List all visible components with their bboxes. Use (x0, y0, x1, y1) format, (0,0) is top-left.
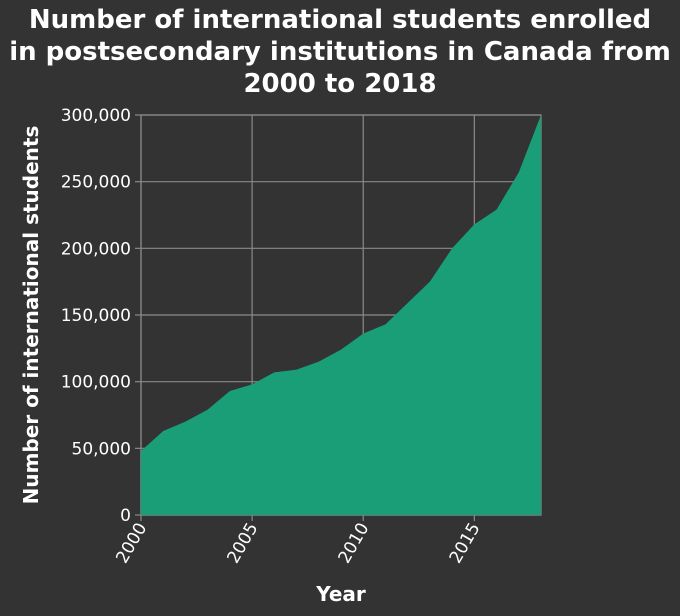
x-tick-label: 2015 (446, 520, 485, 567)
y-tick-label: 250,000 (61, 173, 131, 193)
x-axis-title: Year (315, 582, 366, 606)
y-axis-title: Number of international students (19, 126, 43, 505)
chart-title-line-3: 2000 to 2018 (243, 69, 437, 99)
y-tick-label: 0 (120, 506, 131, 526)
chart-title-line-1: Number of international students enrolle… (28, 5, 652, 35)
y-tick-label: 50,000 (72, 439, 131, 459)
x-tick-label: 2000 (112, 520, 151, 567)
y-tick-label: 200,000 (61, 239, 131, 259)
x-tick-label: 2005 (223, 520, 262, 567)
chart-title: Number of international students enrolle… (0, 4, 680, 100)
y-tick-label: 100,000 (61, 373, 131, 393)
area-series (141, 115, 541, 515)
x-tick-label: 2010 (335, 520, 374, 567)
y-tick-label: 300,000 (61, 106, 131, 126)
y-tick-label: 150,000 (61, 306, 131, 326)
chart-title-line-2: in postsecondary institutions in Canada … (9, 37, 671, 67)
